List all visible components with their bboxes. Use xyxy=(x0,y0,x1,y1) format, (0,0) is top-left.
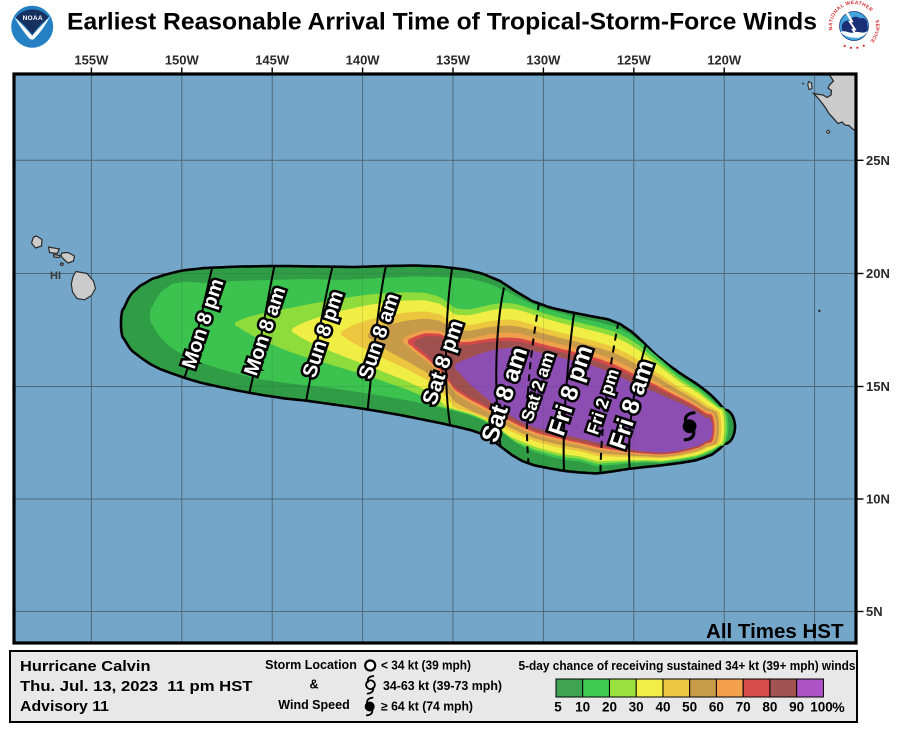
svg-text:%: % xyxy=(832,699,845,715)
svg-text:80: 80 xyxy=(762,700,777,715)
svg-text:125W: 125W xyxy=(617,53,652,68)
svg-text:10: 10 xyxy=(575,700,590,715)
svg-text:5N: 5N xyxy=(866,604,883,619)
svg-text:70: 70 xyxy=(736,700,751,715)
svg-text:20N: 20N xyxy=(866,266,890,281)
svg-text:90: 90 xyxy=(789,700,804,715)
svg-text:130W: 130W xyxy=(526,53,561,68)
svg-text:Wind Speed: Wind Speed xyxy=(278,698,349,712)
svg-text:135W: 135W xyxy=(436,53,471,68)
svg-text:Thu. Jul. 13, 2023 11 pm HST: Thu. Jul. 13, 2023 11 pm HST xyxy=(20,679,253,695)
svg-text:Advisory 11: Advisory 11 xyxy=(20,699,109,715)
svg-text:< 34 kt (39 mph): < 34 kt (39 mph) xyxy=(381,659,471,673)
svg-text:34-63 kt (39-73 mph): 34-63 kt (39-73 mph) xyxy=(383,679,502,693)
svg-text:10N: 10N xyxy=(866,492,890,507)
svg-text:30: 30 xyxy=(629,700,644,715)
svg-text:≥ 64 kt (74 mph): ≥ 64 kt (74 mph) xyxy=(381,700,473,714)
svg-text:All Times HST: All Times HST xyxy=(706,620,844,643)
svg-text:20: 20 xyxy=(602,700,617,715)
svg-text:155W: 155W xyxy=(74,53,109,68)
svg-text:HI: HI xyxy=(50,270,61,282)
svg-text:40: 40 xyxy=(655,700,670,715)
svg-text:145W: 145W xyxy=(255,53,290,68)
svg-text:100: 100 xyxy=(810,700,833,715)
svg-text:60: 60 xyxy=(709,700,724,715)
svg-text:120W: 120W xyxy=(707,53,742,68)
svg-text:50: 50 xyxy=(682,700,697,715)
svg-text:150W: 150W xyxy=(165,53,200,68)
svg-text:25N: 25N xyxy=(866,153,890,168)
svg-text:Storm Location: Storm Location xyxy=(265,658,357,672)
svg-text:SERVICE: SERVICE xyxy=(868,19,880,44)
svg-text:Hurricane Calvin: Hurricane Calvin xyxy=(20,659,151,675)
svg-text:NOAA: NOAA xyxy=(23,15,43,22)
svg-text:5: 5 xyxy=(554,700,562,715)
svg-text:&: & xyxy=(309,678,318,692)
svg-text:140W: 140W xyxy=(346,53,381,68)
svg-text:5-day chance of receiving sust: 5-day chance of receiving sustained 34+ … xyxy=(519,659,856,673)
svg-text:15N: 15N xyxy=(866,379,890,394)
svg-text:Earliest Reasonable Arrival Ti: Earliest Reasonable Arrival Time of Trop… xyxy=(67,9,817,36)
